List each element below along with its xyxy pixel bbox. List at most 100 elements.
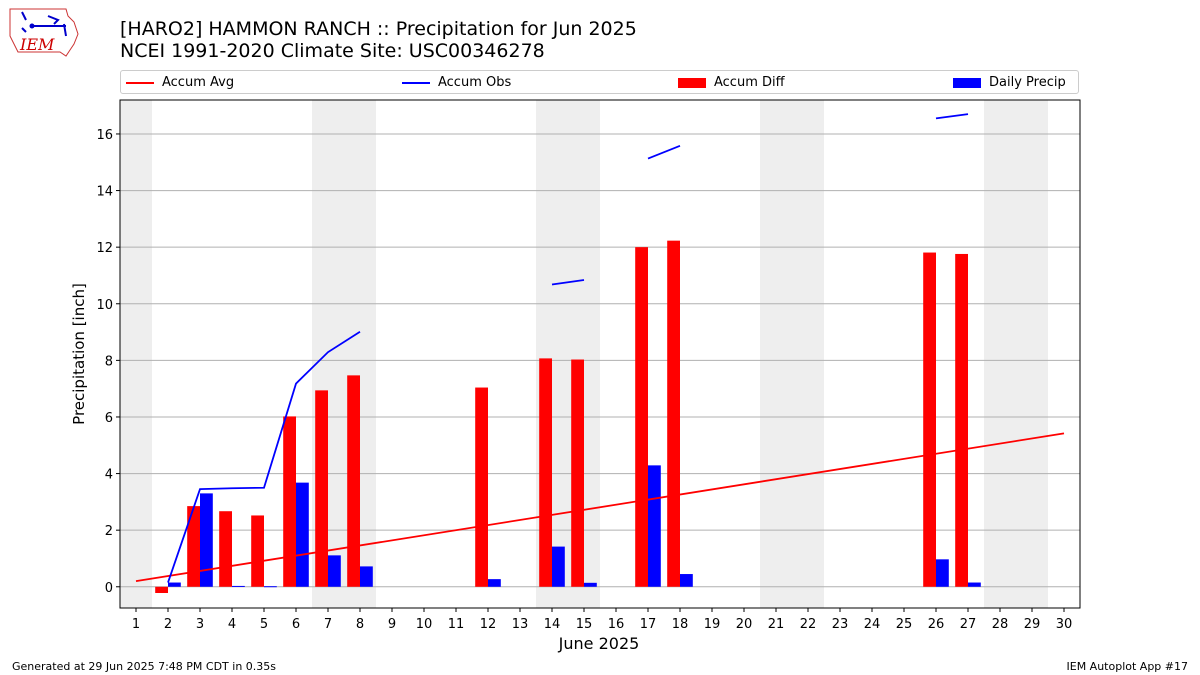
x-tick-label: 4 [228,617,236,632]
x-tick-label: 27 [960,617,977,632]
logo-text: IEM [19,35,55,54]
legend-item-daily-precip: Daily Precip [953,75,1066,90]
y-tick-label: 6 [105,411,113,426]
x-tick-label: 19 [704,617,721,632]
daily-precip-bar [200,493,213,587]
x-tick-label: 25 [896,617,913,632]
x-tick-label: 2 [164,617,172,632]
x-tick-label: 22 [800,617,817,632]
y-axis-label: Precipitation [inch] [70,283,88,425]
legend-swatch-accum-avg [126,81,154,84]
y-tick-label: 12 [96,241,113,256]
accum-obs-line [647,145,681,160]
daily-precip-bar [296,482,309,587]
x-tick-label: 14 [544,617,561,632]
accum-obs-line [935,113,969,120]
x-tick-label: 8 [356,617,364,632]
accum-avg-line [135,432,1065,583]
accum-diff-bar [347,375,360,587]
footer-app: IEM Autoplot App #17 [1066,660,1189,673]
accum-diff-bar [155,586,168,594]
x-tick-label: 7 [324,617,332,632]
x-tick-label: 10 [416,617,433,632]
legend-item-accum-avg: Accum Avg [126,75,234,90]
x-axis-label: June 2025 [558,634,640,653]
daily-precip-bar [168,582,181,587]
y-tick-label: 16 [96,128,113,143]
chart-subtitle: NCEI 1991-2020 Climate Site: USC00346278 [120,40,545,62]
iem-logo: IEM [9,8,79,57]
legend: Accum Avg Accum Obs Accum Diff Daily Pre… [120,70,1079,94]
daily-precip-bar [360,566,373,587]
x-tick-label: 21 [768,617,785,632]
legend-label: Accum Avg [162,75,235,90]
accum-diff-bar [635,247,648,587]
x-tick-label: 23 [832,617,849,632]
accum-obs-line [167,331,361,583]
accum-obs-line [551,279,585,286]
x-tick-label: 18 [672,617,689,632]
x-tick-label: 28 [992,617,1009,632]
y-tick-label: 0 [105,581,113,596]
y-tick-label: 14 [96,185,113,200]
weekend-band [312,100,376,608]
x-tick-label: 6 [292,617,300,632]
x-tick-label: 13 [512,617,529,632]
x-tick-label: 11 [448,617,465,632]
daily-precip-bar [328,555,341,587]
accum-diff-bar [955,253,968,587]
daily-precip-bar [936,559,949,587]
accum-diff-bar [283,416,296,587]
x-tick-label: 1 [132,617,140,632]
x-tick-label: 12 [480,617,497,632]
x-tick-label: 20 [736,617,753,632]
weekend-bands [120,100,1048,608]
accum-diff-bar [219,511,232,587]
legend-label: Daily Precip [989,75,1066,90]
x-tick-label: 29 [1024,617,1041,632]
daily-precip-bar [968,582,981,587]
x-tick-label: 9 [388,617,396,632]
legend-item-accum-obs: Accum Obs [402,75,511,90]
legend-label: Accum Obs [438,75,512,90]
x-tick-label: 5 [260,617,268,632]
daily-precip-bar [232,585,245,587]
footer-generated: Generated at 29 Jun 2025 7:48 PM CDT in … [12,660,277,673]
accum-diff-bar [571,359,584,587]
accum-diff-bar [187,506,200,587]
x-tick-label: 16 [608,617,625,632]
weekend-band [536,100,600,608]
x-tick-label: 3 [196,617,204,632]
accum-diff-bar [475,387,488,587]
y-tick-label: 10 [96,298,113,313]
weekend-band [120,100,152,608]
y-tick-label: 2 [105,524,113,539]
daily-precip-bar [488,579,501,587]
weekend-band [760,100,824,608]
bars [155,240,981,594]
accum-diff-bar [667,240,680,587]
legend-label: Accum Diff [714,75,785,90]
x-tick-label: 26 [928,617,945,632]
lines [135,113,1065,583]
x-tick-label: 17 [640,617,657,632]
gridlines [120,133,1080,588]
daily-precip-bar [552,546,565,587]
x-tick-label: 15 [576,617,593,632]
accum-diff-bar [251,515,264,587]
daily-precip-bar [648,465,661,587]
legend-item-accum-diff: Accum Diff [678,75,785,90]
x-tick-label: 24 [864,617,881,632]
accum-diff-bar [539,358,552,587]
chart-title: [HARO2] HAMMON RANCH :: Precipitation fo… [120,18,637,40]
y-tick-label: 8 [105,354,113,369]
daily-precip-bar [264,586,277,588]
daily-precip-bar [584,582,597,587]
plot-frame [119,99,1081,609]
accum-diff-bar [315,390,328,587]
legend-swatch-accum-diff [678,77,706,88]
legend-swatch-daily-precip [953,77,981,88]
legend-swatch-accum-obs [402,81,430,84]
